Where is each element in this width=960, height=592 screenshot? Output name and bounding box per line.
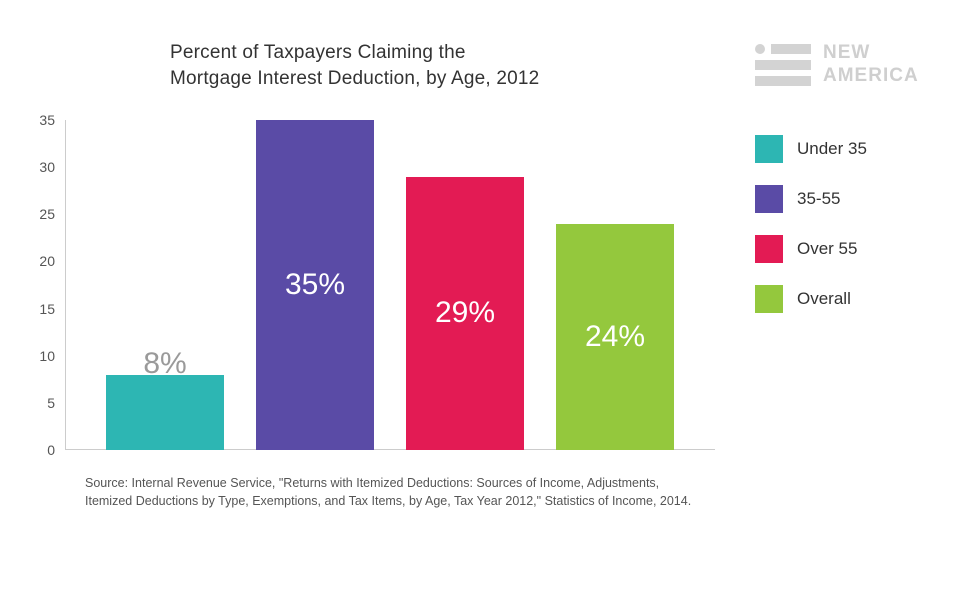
legend-label: Overall	[797, 289, 851, 309]
y-tick-label: 10	[39, 348, 55, 364]
legend-label: 35-55	[797, 189, 840, 209]
logo-text-line-1: NEW	[823, 42, 919, 65]
legend-item: Under 35	[755, 135, 867, 163]
y-tick-label: 20	[39, 253, 55, 269]
legend-swatch-icon	[755, 285, 783, 313]
bar-value-label: 29%	[435, 296, 495, 330]
legend-swatch-icon	[755, 235, 783, 263]
title-line-2: Mortgage Interest Deduction, by Age, 201…	[170, 68, 539, 89]
logo-text-line-2: AMERICA	[823, 65, 919, 88]
source-citation: Source: Internal Revenue Service, "Retur…	[85, 475, 691, 510]
logo-text: NEW AMERICA	[823, 42, 919, 88]
legend: Under 35 35-55 Over 55 Overall	[755, 135, 867, 313]
legend-item: 35-55	[755, 185, 867, 213]
brand-logo: NEW AMERICA	[755, 42, 919, 88]
chart-canvas: Percent of Taxpayers Claiming the Mortga…	[0, 0, 960, 592]
source-line-2: Itemized Deductions by Type, Exemptions,…	[85, 494, 691, 508]
y-tick-label: 35	[39, 112, 55, 128]
plot-area: 8%35%29%24% 05101520253035	[65, 120, 715, 450]
logo-bar-icon	[771, 44, 811, 54]
bar-overall: 24%	[556, 224, 674, 450]
title-line-1: Percent of Taxpayers Claiming the	[170, 42, 466, 63]
y-tick-label: 5	[47, 395, 55, 411]
bar-value-label: 35%	[285, 268, 345, 302]
chart-title: Percent of Taxpayers Claiming the Mortga…	[170, 40, 539, 91]
bar-35-55: 35%	[256, 120, 374, 450]
legend-label: Over 55	[797, 239, 857, 259]
y-tick-label: 15	[39, 301, 55, 317]
bar-value-label: 24%	[585, 320, 645, 354]
y-tick-label: 30	[39, 159, 55, 175]
y-tick-label: 0	[47, 442, 55, 458]
source-line-1: Source: Internal Revenue Service, "Retur…	[85, 476, 659, 490]
bar-value-label: 8%	[143, 347, 186, 381]
logo-mark-row	[755, 44, 811, 54]
logo-bar-icon	[755, 76, 811, 86]
logo-bar-icon	[755, 60, 811, 70]
legend-item: Overall	[755, 285, 867, 313]
logo-mark	[755, 44, 811, 86]
logo-dot-icon	[755, 44, 765, 54]
legend-label: Under 35	[797, 139, 867, 159]
legend-swatch-icon	[755, 135, 783, 163]
legend-swatch-icon	[755, 185, 783, 213]
bars-container: 8% 35% 29% 24%	[65, 120, 715, 450]
bar-over-55: 29%	[406, 177, 524, 450]
y-tick-label: 25	[39, 206, 55, 222]
legend-item: Over 55	[755, 235, 867, 263]
bar-under-35: 8%	[106, 375, 224, 450]
